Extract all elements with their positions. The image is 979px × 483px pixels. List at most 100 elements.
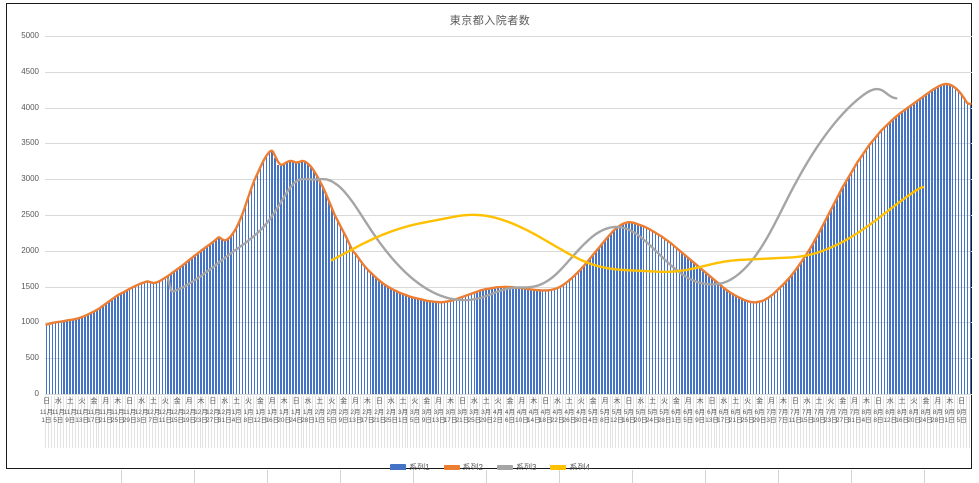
bar [119, 293, 122, 394]
x-axis-tick [223, 396, 225, 448]
x-axis-tick [163, 396, 165, 448]
x-axis-tick [588, 396, 590, 448]
x-axis-tick [832, 396, 834, 448]
bar [485, 289, 488, 394]
x-axis-tick [457, 396, 459, 448]
chart-title: 東京都入院者数 [449, 15, 531, 27]
legend-item-系列2[interactable]: 系列2 [443, 462, 483, 473]
bar [265, 155, 268, 394]
x-axis-tick [463, 396, 465, 448]
x-axis-tick [89, 396, 91, 448]
bar [143, 282, 146, 394]
bar [800, 262, 802, 394]
bar [54, 322, 57, 394]
x-axis-tick [74, 396, 76, 448]
bar [411, 297, 413, 394]
legend-item-系列3[interactable]: 系列3 [497, 462, 536, 473]
bar [223, 240, 226, 394]
x-axis-tick [704, 396, 706, 448]
bar [803, 257, 805, 394]
x-axis-date-label: 1月 24日 [289, 409, 303, 424]
x-axis-tick [520, 396, 522, 448]
x-axis-tick [428, 396, 430, 448]
bar [856, 162, 859, 394]
x-axis-tick [746, 396, 748, 448]
worksheet-grid [0, 470, 979, 483]
x-axis-tick [276, 396, 278, 448]
x-axis-weekday-label: 水 [637, 398, 645, 405]
worksheet-column-divider[interactable] [851, 470, 925, 483]
x-axis-date-label: 4月 26日 [562, 409, 577, 424]
worksheet-column-divider[interactable] [924, 470, 979, 483]
bar [250, 187, 253, 394]
worksheet-column-divider[interactable] [267, 470, 341, 483]
bar [904, 109, 906, 394]
x-axis-tick [674, 396, 676, 448]
worksheet-column-divider[interactable] [559, 470, 633, 483]
bar [212, 242, 214, 394]
bar [895, 116, 898, 394]
bar [598, 247, 600, 394]
worksheet-column-divider[interactable] [413, 470, 487, 483]
x-axis-tick [303, 396, 305, 448]
bar [470, 293, 473, 394]
legend-swatch-icon [497, 465, 513, 470]
x-axis-tick [903, 396, 905, 448]
x-axis-tick [389, 396, 391, 448]
worksheet-column-divider[interactable] [48, 470, 122, 483]
x-axis-tick [862, 396, 864, 448]
worksheet-column-divider[interactable] [486, 470, 560, 483]
bar [128, 288, 131, 394]
x-axis-tick [241, 396, 243, 448]
x-axis-tick [306, 396, 308, 448]
bar [102, 305, 104, 394]
x-axis-weekday-label: 水 [886, 398, 894, 405]
bar [666, 240, 669, 394]
gridline [45, 36, 972, 37]
x-axis-tick [633, 396, 635, 448]
x-axis-date-label: 6月 17日 [717, 409, 731, 424]
x-axis-tick [478, 396, 480, 448]
worksheet-column-divider[interactable] [778, 470, 852, 483]
legend-item-系列1[interactable]: 系列1 [390, 462, 430, 473]
bar [93, 311, 95, 394]
worksheet-column-divider[interactable] [632, 470, 706, 483]
x-axis-tick [214, 396, 216, 448]
x-axis-tick [606, 396, 608, 448]
x-axis-weekday-label: 水 [54, 398, 62, 405]
x-axis-tick [255, 396, 257, 448]
x-axis-tick [591, 396, 593, 448]
bar [512, 287, 514, 394]
x-axis-tick [900, 396, 902, 448]
worksheet-column-divider[interactable] [340, 470, 414, 483]
legend-item-系列4[interactable]: 系列4 [550, 462, 590, 473]
bar [580, 268, 583, 394]
x-axis-tick [713, 396, 715, 448]
x-axis-tick [59, 396, 61, 448]
worksheet-column-divider[interactable] [705, 470, 779, 483]
x-axis-tick [244, 396, 246, 448]
x-axis-date-label: 1月 4日 [231, 409, 242, 424]
excel-chart-object[interactable]: 東京都入院者数 0 500 1000 1500 2000 2500 3000 3500 4000… [6, 3, 972, 472]
x-axis-tick [808, 396, 810, 448]
bar [779, 287, 782, 394]
x-axis-tick [728, 396, 730, 448]
bar [767, 297, 770, 394]
x-axis-date-label: 8月 16日 [895, 409, 910, 424]
x-axis-date-label: 11月 5日 [51, 409, 65, 424]
bar [761, 300, 764, 394]
x-axis-tick [359, 396, 361, 448]
worksheet-column-divider[interactable] [121, 470, 195, 483]
x-axis-weekday-label: 水 [720, 398, 728, 405]
legend-label: 系列1 [409, 463, 430, 472]
bar [342, 232, 345, 394]
x-axis-tick [154, 396, 156, 448]
x-axis-tick [550, 396, 552, 448]
x-axis-weekday-label: 月 [268, 398, 276, 405]
x-axis-date-label: 5月 24日 [645, 409, 660, 424]
x-axis-tick [175, 396, 177, 448]
x-axis-date-label: 7月 11日 [788, 409, 802, 424]
bar [696, 265, 698, 394]
worksheet-column-divider[interactable] [194, 470, 268, 483]
x-axis-tick [615, 396, 617, 448]
